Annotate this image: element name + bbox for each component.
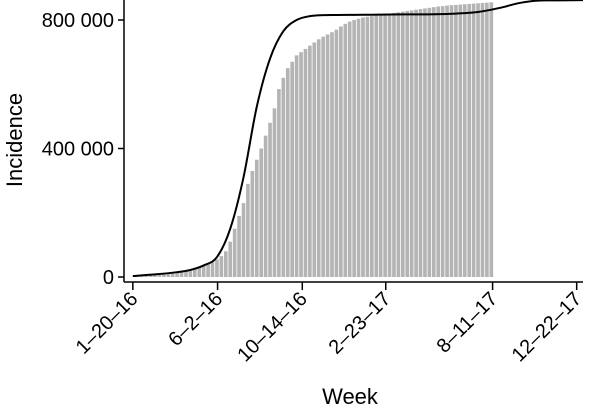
bar	[268, 122, 272, 277]
bar	[179, 271, 184, 277]
bar	[471, 3, 476, 278]
bar	[405, 11, 410, 277]
x-axis-label: Week	[322, 384, 379, 409]
bar	[427, 7, 432, 277]
bar	[254, 159, 259, 277]
bar	[365, 16, 370, 277]
bar	[476, 3, 480, 278]
bar	[458, 4, 463, 278]
bar	[290, 61, 294, 278]
bar	[197, 267, 202, 277]
bar	[281, 77, 286, 277]
bar	[449, 5, 454, 277]
bar	[299, 52, 303, 278]
y-tick-label: 800 000	[42, 10, 114, 32]
bar	[285, 68, 290, 277]
bar	[378, 14, 383, 278]
bar	[418, 9, 423, 278]
bar	[445, 5, 449, 277]
bar	[215, 259, 219, 277]
bar	[219, 256, 224, 277]
bar	[387, 13, 392, 278]
bar	[409, 10, 414, 278]
fitted-curve	[132, 0, 584, 278]
bar	[201, 265, 206, 277]
bar	[263, 135, 268, 277]
bar	[148, 275, 153, 277]
y-tick-label: 0	[103, 267, 114, 289]
bar	[162, 274, 166, 277]
bar	[352, 20, 356, 277]
bar	[361, 17, 365, 278]
bar	[144, 275, 148, 277]
bar	[193, 268, 197, 277]
bar	[166, 274, 171, 277]
bar	[334, 29, 339, 277]
bar	[139, 276, 144, 277]
bar	[485, 2, 489, 278]
bar	[423, 8, 427, 277]
bar	[206, 263, 210, 277]
x-tick-label: 10–14–16	[233, 288, 311, 366]
bar	[396, 12, 401, 277]
bar	[467, 3, 472, 277]
bar	[462, 4, 467, 277]
bar	[330, 32, 334, 278]
bar	[210, 260, 215, 277]
bar	[157, 274, 162, 277]
bar	[392, 12, 396, 278]
bar	[308, 45, 312, 278]
bar	[431, 7, 436, 278]
x-ticks: 1–20–16 6–2–16 10–14–16 2–23–17 8–11–17 12–22…	[72, 282, 586, 366]
x-tick-label: 6–2–16	[164, 288, 227, 351]
bar	[321, 36, 325, 278]
x-tick-label: 8–11–17	[433, 288, 503, 358]
bar	[339, 26, 343, 278]
bar	[228, 241, 233, 277]
bar	[250, 170, 255, 277]
bar	[294, 55, 299, 278]
bar	[184, 270, 188, 277]
bar	[175, 272, 179, 277]
bar	[436, 6, 441, 277]
bar	[303, 48, 308, 277]
bar	[489, 2, 494, 278]
bar	[316, 39, 321, 277]
bar	[237, 215, 241, 277]
bar	[277, 89, 281, 277]
y-ticks: 0 400 000 800 000	[42, 10, 124, 289]
bar	[414, 9, 418, 277]
bar	[370, 16, 374, 278]
x-tick-label: 2–23–17	[325, 288, 396, 359]
x-tick-label: 1–20–16	[72, 288, 143, 359]
bar	[232, 228, 237, 277]
bar	[312, 42, 317, 277]
bar	[401, 11, 405, 278]
bar	[259, 148, 264, 277]
bar	[374, 15, 379, 277]
bar	[272, 108, 277, 277]
y-axis-label: Incidence	[2, 93, 27, 187]
bar-series	[131, 2, 494, 278]
bar	[188, 269, 193, 277]
bar	[454, 4, 458, 278]
bar	[153, 275, 157, 277]
bar	[343, 23, 348, 277]
bar	[383, 14, 387, 277]
bar	[246, 183, 250, 277]
bar	[241, 203, 246, 277]
x-tick-label: 12–22–17	[508, 288, 586, 366]
bar	[347, 21, 352, 277]
bar	[325, 34, 330, 278]
bar	[480, 2, 485, 277]
bar	[356, 18, 361, 277]
bar	[440, 6, 445, 277]
y-tick-label: 400 000	[42, 139, 114, 161]
bar	[170, 273, 175, 277]
bar	[223, 251, 228, 277]
